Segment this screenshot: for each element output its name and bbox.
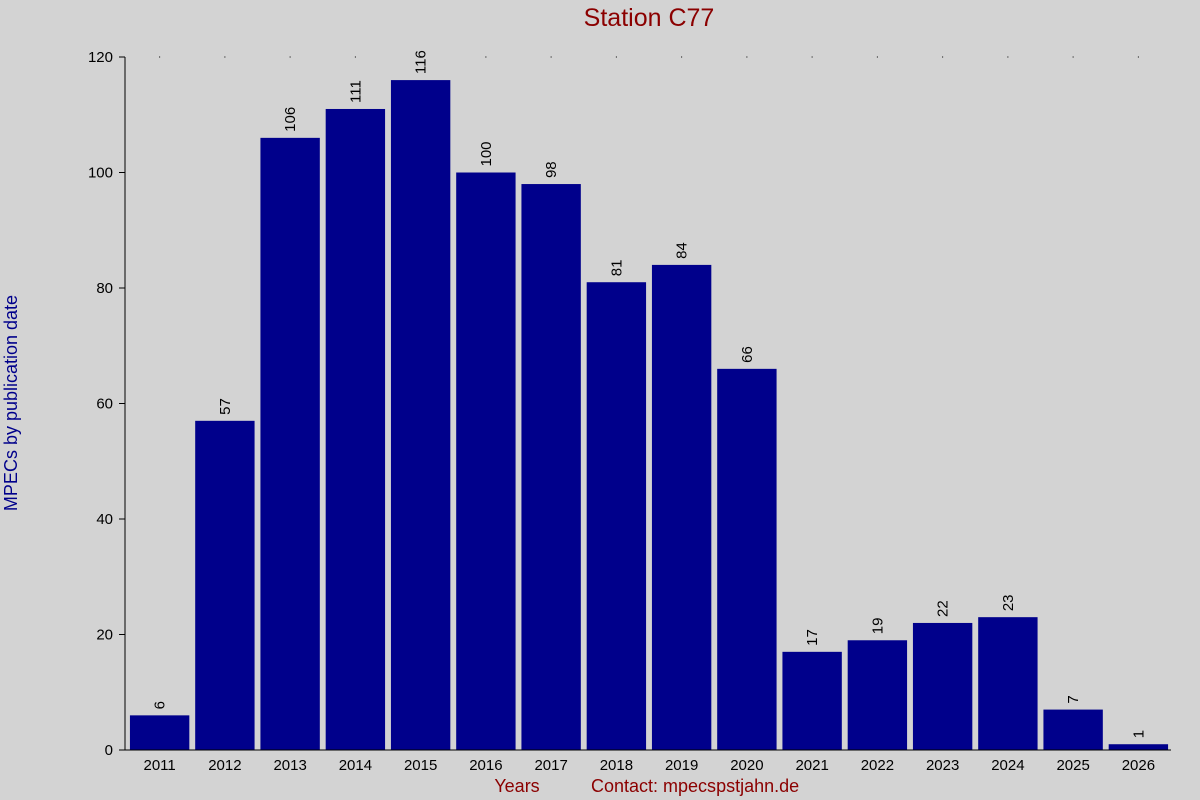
y-tick-label-60: 60 [96,396,113,413]
bar-2019 [651,264,712,750]
bars [129,80,1169,751]
top-grid-dot [550,56,552,58]
bar-2023 [912,622,973,750]
x-tick-label-2024: 2024 [991,757,1024,774]
top-grid-dot [681,56,683,58]
bar-2018 [586,282,647,750]
bar-2012 [195,420,255,750]
bar-2021 [782,651,842,750]
top-grid-dot [289,56,291,58]
top-grid-dot [811,56,813,58]
axes: 0 20 40 60 80 100 120 2011 2012 2013 2014 2015 2016 2… [88,49,1171,774]
bar-2024 [978,617,1038,750]
y-tick-label-20: 20 [96,627,113,644]
bar-value-label-2012: 57 [217,398,234,415]
x-tick-label-2020: 2020 [730,757,763,774]
x-tick-label-2021: 2021 [795,757,828,774]
bar-2020 [717,368,777,750]
x-tick-label-2016: 2016 [469,757,502,774]
x-tick-label-2022: 2022 [861,757,894,774]
bar-value-label-2011: 6 [152,701,169,709]
bar-2022 [847,640,908,750]
x-tick-label-2026: 2026 [1122,757,1155,774]
y-tick-label-0: 0 [105,742,113,759]
x-tick-label-2012: 2012 [208,757,241,774]
top-grid-dot [876,56,878,58]
bar-2015 [390,80,451,751]
top-grid-dot [224,56,226,58]
x-tick-label-2023: 2023 [926,757,959,774]
bar-value-label-2024: 23 [1000,594,1017,611]
top-grid-dot [159,56,161,58]
x-tick-label-2018: 2018 [600,757,633,774]
y-tick-label-40: 40 [96,511,113,528]
bar-value-label-2019: 84 [674,242,691,259]
top-grid-dot [1137,56,1139,58]
x-tick-label-2025: 2025 [1056,757,1089,774]
y-axis-label: MPECs by publication date [1,295,21,511]
bar-value-label-2018: 81 [608,260,625,277]
y-tick-label-100: 100 [88,165,113,182]
x-tick-label-2013: 2013 [273,757,306,774]
bar-value-label-2022: 19 [869,618,886,635]
data-labels: 6 57 106 111 116 100 98 81 84 66 17 19 22 23 7 1 [152,50,1148,738]
top-grid-dot [1072,56,1074,58]
x-tick-label-2011: 2011 [143,757,175,774]
top-grid-dot [746,56,748,58]
top-grid [159,56,1139,58]
top-grid-dot [420,56,422,58]
x-tick-label-2017: 2017 [534,757,567,774]
top-grid-dot [485,56,487,58]
bar-2026 [1108,744,1169,750]
bar-value-label-2015: 116 [413,50,430,74]
bar-2025 [1043,709,1103,750]
x-tick-label-2014: 2014 [339,757,372,774]
x-tick-label-2019: 2019 [665,757,698,774]
contact-note-prefix: Contact: mpecs [591,776,716,796]
bar-2017 [521,184,581,751]
bar-value-label-2014: 111 [347,80,364,103]
bar-2016 [456,172,516,750]
top-grid-dot [1007,56,1009,58]
bar-value-label-2016: 100 [478,141,495,166]
contact-note: Contact: mpecspstjahn.de [591,776,799,796]
chart-title: Station C77 [584,4,715,32]
x-tick-label-2015: 2015 [404,757,437,774]
bar-value-label-2020: 66 [739,346,756,363]
y-tick-label-80: 80 [96,280,113,297]
x-axis-label: Years [494,776,539,796]
bar-value-label-2023: 22 [935,600,952,617]
bar-value-label-2013: 106 [282,107,299,132]
bar-value-label-2017: 98 [543,161,560,178]
y-tick-label-120: 120 [88,49,113,66]
bar-value-label-2021: 17 [804,629,821,646]
bar-value-label-2025: 7 [1065,695,1082,703]
top-grid-dot [354,56,356,58]
bar-value-label-2026: 1 [1130,730,1147,738]
bar-2014 [325,108,386,751]
top-grid-dot [615,56,617,58]
top-grid-dot [942,56,944,58]
bar-2013 [260,137,320,751]
bar-2011 [129,715,190,750]
contact-note-domain: pstjahn.de [716,776,799,796]
